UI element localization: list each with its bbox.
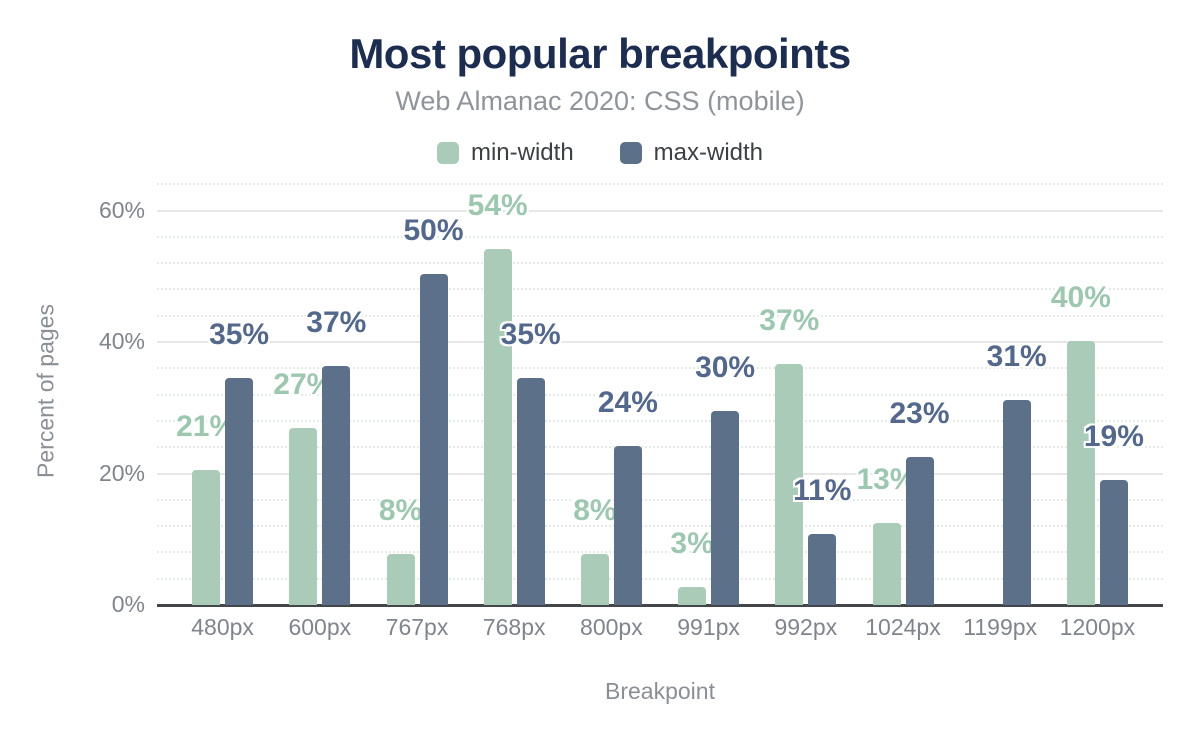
- chart-legend: min-width max-width: [0, 139, 1200, 167]
- max-width-value-label-800px: 24%: [597, 385, 658, 419]
- gridline-minor-16: [157, 498, 1163, 501]
- gridline-minor-48: [157, 288, 1163, 291]
- max-width-value-label-1199px: 31%: [986, 339, 1047, 373]
- gridline-minor-56: [157, 235, 1163, 238]
- min-width-bar-991px: [678, 586, 707, 605]
- gridline-major-60: [157, 209, 1163, 212]
- legend-swatch-min-width: [436, 142, 459, 164]
- x-tick-label-1199px: 1199px: [963, 614, 1038, 640]
- y-tick-label-60%: 60%: [98, 196, 145, 223]
- legend-swatch-max-width: [619, 142, 642, 164]
- gridline-minor-8: [157, 551, 1163, 554]
- x-tick-label-1200px: 1200px: [1059, 614, 1136, 640]
- x-tick-label-767px: 767px: [385, 614, 449, 640]
- max-width-value-label-768px: 35%: [500, 318, 561, 352]
- chart-title: Most popular breakpoints: [349, 30, 851, 77]
- legend-item-min-width: min-width: [436, 139, 574, 167]
- max-width-bar-1200px: [1099, 480, 1128, 605]
- gridline-minor-28: [157, 419, 1163, 422]
- min-width-bar-767px: [386, 554, 415, 605]
- legend-item-max-width: max-width: [619, 139, 764, 167]
- max-width-bar-1199px: [1002, 399, 1031, 605]
- y-tick-label-0%: 0%: [111, 591, 145, 617]
- min-width-bar-480px: [192, 470, 221, 605]
- max-width-value-label-991px: 30%: [695, 351, 756, 385]
- min-width-bar-768px: [483, 248, 512, 605]
- min-width-bar-600px: [289, 428, 318, 605]
- max-width-value-label-480px: 35%: [209, 318, 270, 352]
- x-tick-label-992px: 992px: [774, 614, 838, 640]
- gridline-minor-64: [157, 183, 1163, 186]
- gridline-minor-52: [157, 262, 1163, 265]
- x-axis-line: [157, 604, 1163, 607]
- plot-area: 21% 35% 27% 37% 8% 50% 54% 35% 8% 24% 3% 30% 37% 11% 1…: [157, 178, 1163, 607]
- x-tick-label-768px: 768px: [482, 614, 546, 640]
- max-width-bar-992px: [808, 534, 837, 605]
- legend-label-max-width: max-width: [653, 139, 764, 166]
- gridline-minor-4: [157, 577, 1163, 580]
- gridline-major-40: [157, 341, 1163, 343]
- min-width-bar-992px: [775, 364, 804, 605]
- chart-subtitle: Web Almanac 2020: CSS (mobile): [395, 86, 805, 116]
- min-width-bar-1200px: [1066, 340, 1095, 605]
- max-width-bar-480px: [225, 378, 254, 605]
- max-width-value-label-992px: 11%: [793, 474, 852, 507]
- gridline-minor-44: [157, 314, 1163, 317]
- max-width-bar-1024px: [905, 457, 934, 605]
- x-tick-label-1024px: 1024px: [865, 614, 941, 640]
- max-width-bar-991px: [711, 411, 740, 605]
- max-width-bar-767px: [419, 273, 448, 605]
- min-width-bar-800px: [580, 554, 609, 605]
- min-width-value-label-800px: 8%: [573, 494, 617, 528]
- x-tick-label-600px: 600px: [288, 614, 352, 640]
- min-width-bar-1024px: [872, 522, 901, 605]
- max-width-bar-600px: [322, 365, 351, 605]
- x-tick-label-480px: 480px: [191, 614, 254, 640]
- gridline-minor-32: [157, 393, 1163, 396]
- min-width-value-label-767px: 8%: [378, 494, 423, 528]
- y-tick-label-20%: 20%: [98, 459, 145, 486]
- x-tick-label-800px: 800px: [580, 614, 643, 640]
- gridline-minor-24: [157, 446, 1163, 449]
- max-width-value-label-1024px: 23%: [889, 397, 950, 431]
- min-width-value-label-991px: 3%: [670, 526, 714, 560]
- y-tick-label-40%: 40%: [98, 328, 145, 354]
- max-width-value-label-767px: 50%: [403, 213, 464, 247]
- max-width-value-label-1200px: 19%: [1083, 420, 1144, 454]
- legend-label-min-width: min-width: [470, 139, 574, 166]
- max-width-bar-768px: [516, 378, 545, 605]
- x-tick-label-991px: 991px: [677, 614, 740, 640]
- y-axis-title: Percent of pages: [32, 304, 59, 478]
- max-width-value-label-600px: 37%: [306, 305, 367, 339]
- max-width-bar-800px: [613, 445, 642, 605]
- min-width-value-label-992px: 37%: [759, 304, 820, 338]
- x-axis-title: Breakpoint: [605, 678, 715, 704]
- gridline-minor-12: [157, 525, 1163, 528]
- gridline-minor-36: [157, 367, 1163, 370]
- min-width-value-label-768px: 54%: [467, 188, 528, 222]
- gridline-major-20: [157, 472, 1163, 475]
- min-width-value-label-1200px: 40%: [1050, 280, 1111, 314]
